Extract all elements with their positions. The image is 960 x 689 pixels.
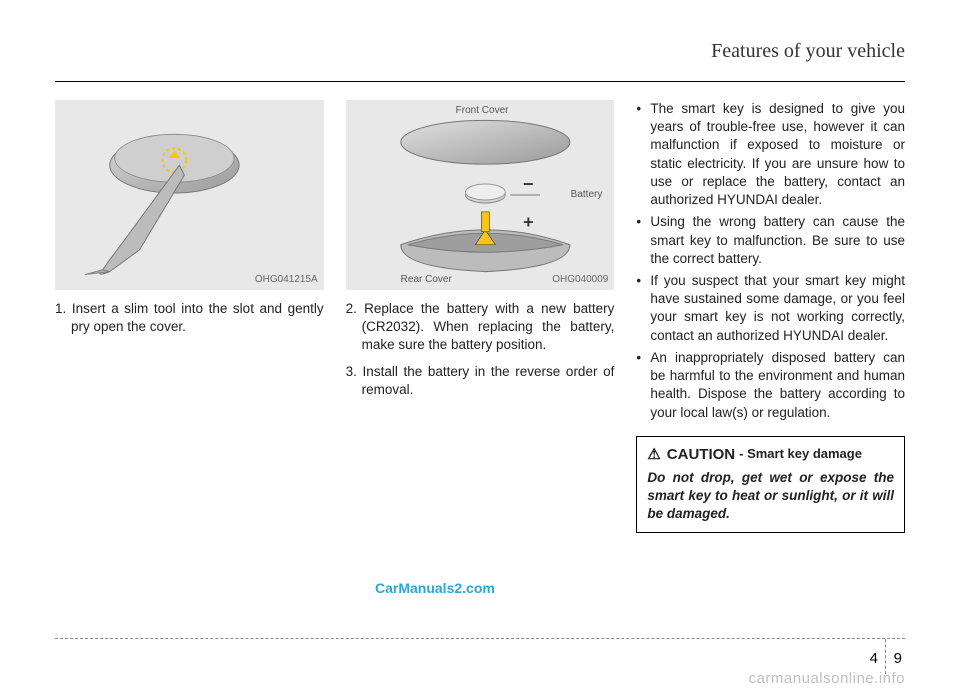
label-rear-cover: Rear Cover (401, 273, 452, 287)
watermark-carmanualsonline: carmanualsonline.info (749, 670, 905, 687)
caution-label: CAUTION (667, 445, 735, 465)
caution-body: Do not drop, get wet or expose the smart… (647, 469, 894, 524)
key-pry-illustration (55, 100, 324, 290)
label-front-cover: Front Cover (456, 104, 509, 118)
step-3: 3. Install the battery in the reverse or… (346, 363, 615, 399)
bullet-item: An inappropriately disposed battery can … (636, 349, 905, 422)
svg-text:−: − (523, 174, 533, 194)
watermark-carmanuals2: CarManuals2.com (375, 580, 495, 596)
footer-divider (885, 639, 886, 674)
section-title: Features of your vehicle (711, 40, 905, 63)
figure-code: OHG040009 (552, 273, 608, 287)
bullet-list: The smart key is designed to give you ye… (636, 100, 905, 422)
warning-icon: ⚠ (647, 445, 660, 465)
figure-battery-replace: − + Front Cover Battery Rear Cover OHG04… (346, 100, 615, 290)
bullet-item: Using the wrong battery can cause the sm… (636, 213, 905, 268)
column-2: − + Front Cover Battery Rear Cover OHG04… (346, 100, 615, 533)
caution-box: ⚠ CAUTION - Smart key damage Do not drop… (636, 436, 905, 533)
svg-text:+: + (523, 212, 533, 232)
page-section-number: 4 (870, 650, 878, 667)
header-rule (55, 81, 905, 82)
page-number: 9 (894, 650, 902, 667)
figure-code: OHG041215A (255, 273, 318, 287)
caution-sublabel: - Smart key damage (739, 445, 862, 463)
column-1: OHG041215A 1. Insert a slim tool into th… (55, 100, 324, 533)
step-1: 1. Insert a slim tool into the slot and … (55, 300, 324, 336)
bullet-item: If you suspect that your smart key might… (636, 272, 905, 345)
caution-heading: ⚠ CAUTION - Smart key damage (647, 445, 894, 465)
bullet-item: The smart key is designed to give you ye… (636, 100, 905, 209)
step-2: 2. Replace the battery with a new batter… (346, 300, 615, 355)
column-3: The smart key is designed to give you ye… (636, 100, 905, 533)
figure-key-pry: OHG041215A (55, 100, 324, 290)
label-battery: Battery (571, 188, 603, 202)
footer-rule (55, 638, 905, 639)
